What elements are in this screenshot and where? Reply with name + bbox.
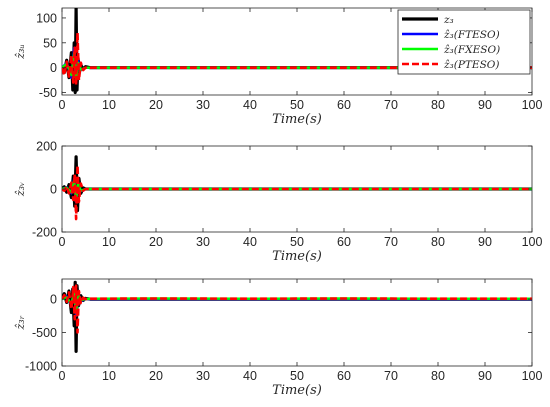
x-axis-label: Time(s): [272, 249, 322, 264]
plot-area: [61, 278, 533, 367]
x-tick-label: 70: [384, 235, 398, 249]
x-tick-label: 70: [384, 369, 398, 383]
legend-label-4: ẑ₃(PTESO): [443, 58, 499, 71]
x-tick-label: 80: [431, 98, 445, 112]
x-tick-label: 10: [102, 98, 116, 112]
y-tick-label: -200: [32, 226, 57, 240]
y-tick-label: 50: [43, 36, 57, 50]
x-tick-label: 90: [478, 98, 492, 112]
x-tick-label: 50: [290, 369, 304, 383]
x-axis-label: Time(s): [272, 383, 322, 398]
x-tick-label: 40: [243, 98, 257, 112]
y-tick-label: 0: [50, 61, 57, 75]
y-tick-label: -500: [32, 326, 57, 340]
y-axis-label: ẑ₃ᵤ: [14, 44, 27, 60]
x-tick-label: 30: [196, 235, 210, 249]
x-tick-label: 0: [59, 235, 66, 249]
legend-label-2: ẑ₃(FTESO): [443, 28, 500, 41]
panel-3: 0 10 20 30 40 50 60 70 80 90 100 -1000 -500 0 Time(s) ẑ…: [14, 278, 543, 398]
x-tick-label: 90: [478, 235, 492, 249]
x-tick-label: 100: [522, 98, 543, 112]
series-line-4: [62, 164, 532, 221]
x-tick-label: 70: [384, 98, 398, 112]
legend-label-1: z₃: [443, 14, 454, 26]
x-tick-label: 60: [337, 98, 351, 112]
y-tick-label: 0: [50, 183, 57, 197]
y-tick-label: 200: [36, 140, 57, 154]
x-tick-label: 30: [196, 369, 210, 383]
y-axis-label: ẑ₃ᵥ: [14, 182, 27, 197]
legend: z₃ ẑ₃(FTESO) ẑ₃(FXESO) ẑ₃(PTESO): [397, 9, 531, 75]
x-tick-label: 40: [243, 369, 257, 383]
y-tick-label: 100: [36, 11, 57, 25]
x-tick-label: 40: [243, 235, 257, 249]
x-axis-label: Time(s): [272, 112, 322, 127]
x-tick-label: 50: [290, 235, 304, 249]
x-tick-label: 60: [337, 369, 351, 383]
x-tick-label: 0: [59, 369, 66, 383]
x-tick-label: 100: [522, 235, 543, 249]
x-tick-label: 80: [431, 235, 445, 249]
y-tick-label: -1000: [25, 360, 57, 374]
y-axis-label: ẑ₃ᵣ: [14, 315, 27, 330]
series-line-4: [62, 284, 532, 334]
series-line-4: [62, 31, 532, 87]
x-tick-label: 10: [102, 235, 116, 249]
x-tick-label: 20: [149, 369, 163, 383]
x-tick-label: 50: [290, 98, 304, 112]
x-tick-label: 90: [478, 369, 492, 383]
x-tick-label: 0: [59, 98, 66, 112]
x-tick-label: 20: [149, 235, 163, 249]
x-tick-label: 10: [102, 369, 116, 383]
x-tick-label: 100: [522, 369, 543, 383]
legend-label-3: ẑ₃(FXESO): [443, 43, 500, 56]
y-tick-label: -50: [39, 86, 57, 100]
x-tick-label: 20: [149, 98, 163, 112]
x-tick-label: 60: [337, 235, 351, 249]
x-tick-label: 80: [431, 369, 445, 383]
y-tick-label: 0: [50, 293, 57, 307]
x-tick-label: 30: [196, 98, 210, 112]
